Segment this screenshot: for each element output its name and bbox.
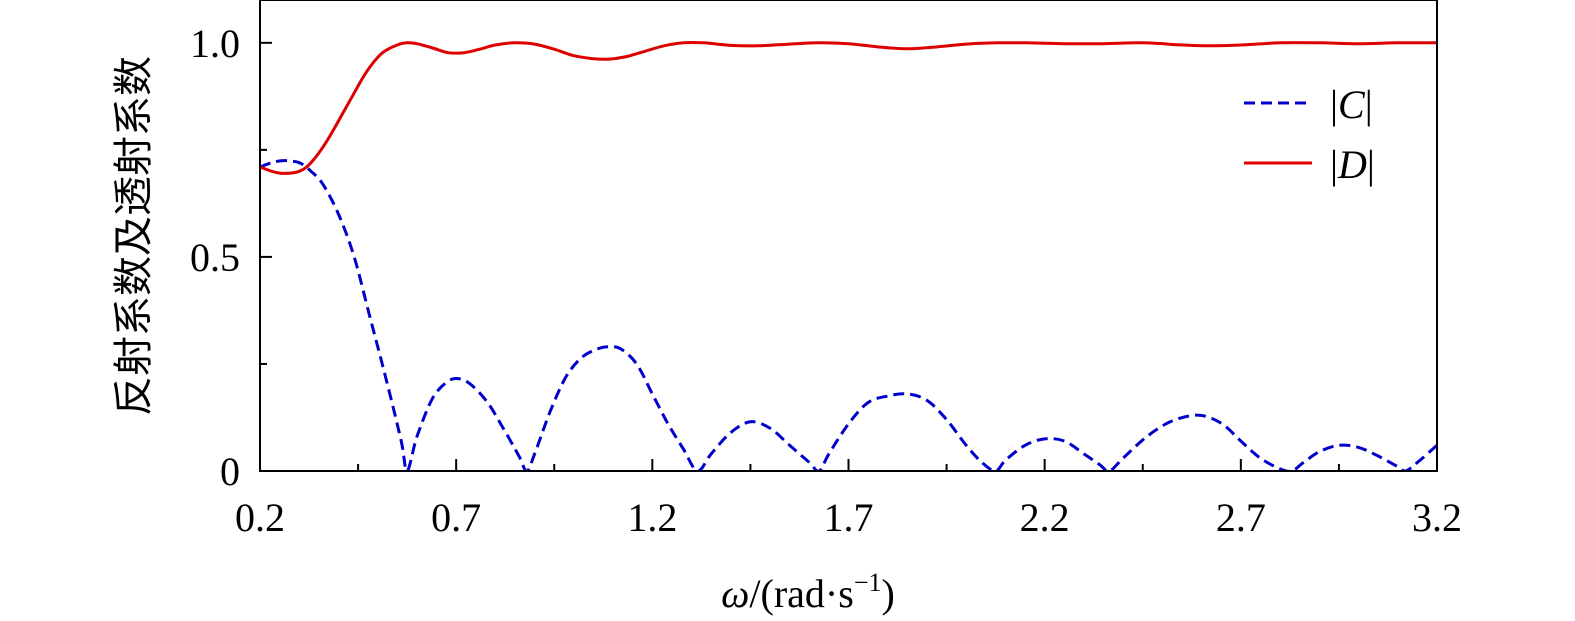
plot-area xyxy=(260,40,1437,471)
legend-c-bar-right: | xyxy=(1365,82,1373,127)
x-axis-title-unit: /(rad·s xyxy=(749,571,853,616)
legend-c-letter: C xyxy=(1338,82,1366,127)
x-tick-label: 3.2 xyxy=(1412,495,1462,540)
legend-label-d: |D| xyxy=(1330,142,1375,187)
y-tick-label: 0.5 xyxy=(190,235,240,280)
x-tick-label: 0.7 xyxy=(431,495,481,540)
y-axis-title: 反射系数及透射系数 xyxy=(111,56,157,416)
legend: |C| |D| xyxy=(1244,82,1375,187)
legend-c-bar-left: | xyxy=(1330,82,1338,127)
y-axis: 0 0.5 1.0 xyxy=(190,21,272,494)
x-axis-title: ω/(rad·s−1) xyxy=(721,568,895,616)
x-tick-label: 1.2 xyxy=(627,495,677,540)
legend-d-bar-right: | xyxy=(1367,142,1375,187)
plot-frame xyxy=(259,0,1438,472)
x-tick-label: 1.7 xyxy=(824,495,874,540)
y-tick-label: 0 xyxy=(220,449,240,494)
x-axis: 0.2 0.7 1.2 1.7 2.2 2.7 3.2 xyxy=(235,459,1462,540)
x-tick-label: 2.2 xyxy=(1020,495,1070,540)
legend-label-c: |C| xyxy=(1330,82,1373,127)
x-axis-title-close: ) xyxy=(882,571,895,616)
series-line-c xyxy=(260,159,1437,471)
series-line-d xyxy=(260,40,1437,175)
x-axis-title-omega: ω xyxy=(721,571,749,616)
legend-d-letter: D xyxy=(1337,142,1367,187)
legend-d-bar-left: | xyxy=(1330,142,1338,187)
x-tick-label: 0.2 xyxy=(235,495,285,540)
series-lines xyxy=(260,40,1437,471)
x-axis-title-exponent: −1 xyxy=(854,568,882,597)
x-tick-label: 2.7 xyxy=(1216,495,1266,540)
y-tick-label: 1.0 xyxy=(190,21,240,66)
